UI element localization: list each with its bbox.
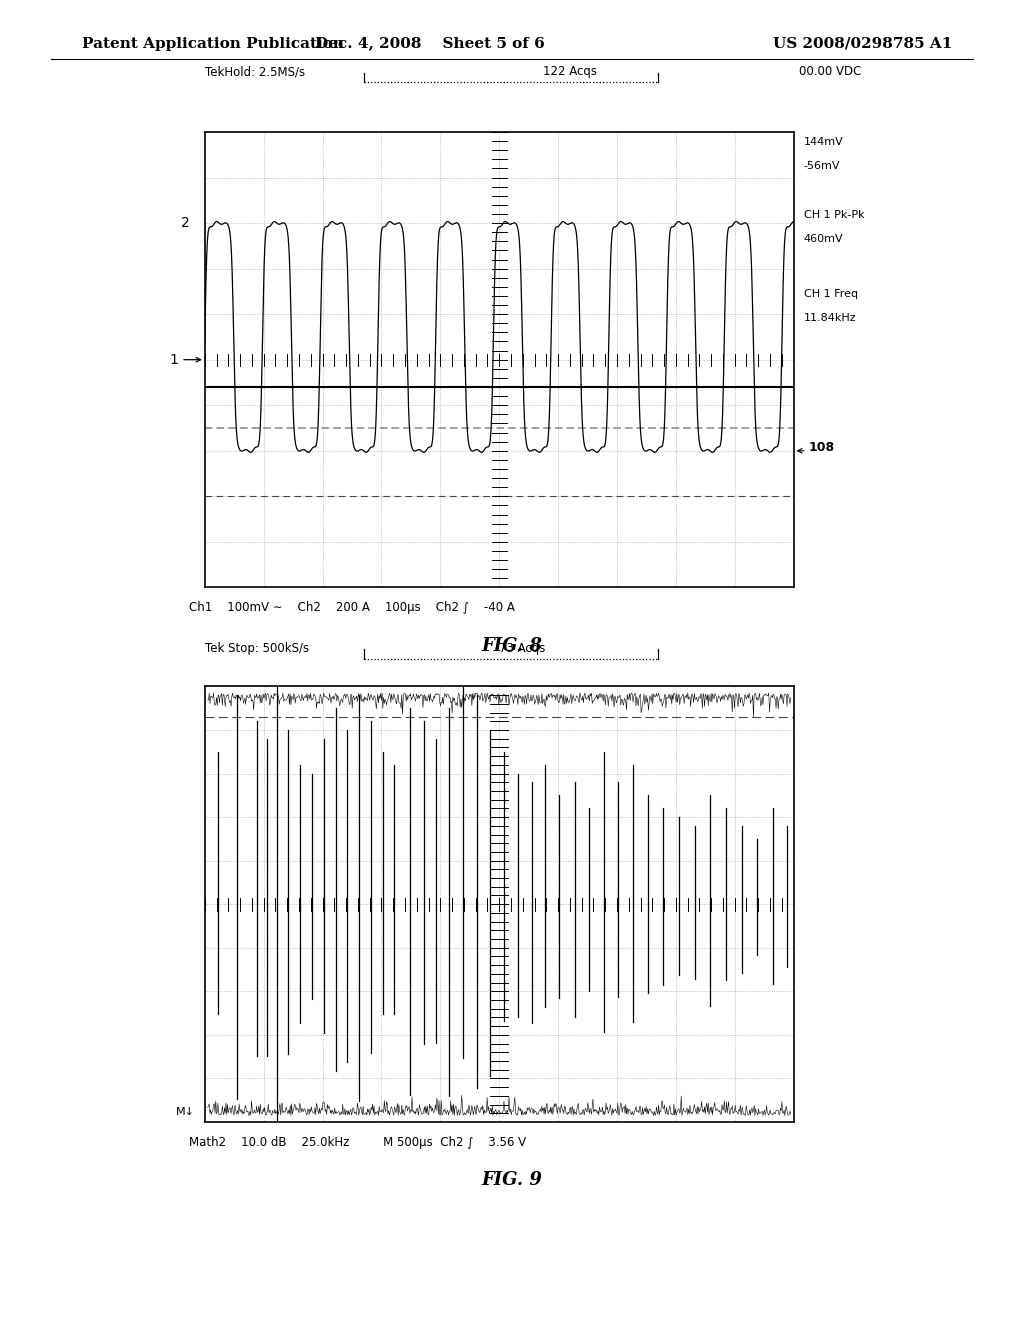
Text: 73 Acqs: 73 Acqs <box>500 642 546 655</box>
Text: 1: 1 <box>169 352 201 367</box>
Text: 144mV: 144mV <box>804 137 844 148</box>
Text: M↓: M↓ <box>176 1107 196 1118</box>
Text: Dec. 4, 2008    Sheet 5 of 6: Dec. 4, 2008 Sheet 5 of 6 <box>315 37 545 50</box>
Text: CH 1 Freq: CH 1 Freq <box>804 289 858 300</box>
Text: Ch1    100mV ∼    Ch2    200 A    100μs    Ch2 ∫    -40 A: Ch1 100mV ∼ Ch2 200 A 100μs Ch2 ∫ -40 A <box>189 601 515 614</box>
Text: US 2008/0298785 A1: US 2008/0298785 A1 <box>773 37 952 50</box>
Text: 122 Acqs: 122 Acqs <box>543 65 597 78</box>
Text: TekHold: 2.5MS/s: TekHold: 2.5MS/s <box>205 65 305 78</box>
Text: FIG. 9: FIG. 9 <box>481 1171 543 1189</box>
Text: 2: 2 <box>181 216 190 230</box>
Text: 00.00 VDC: 00.00 VDC <box>799 65 861 78</box>
Text: 108: 108 <box>809 441 836 454</box>
Text: -56mV: -56mV <box>804 161 841 172</box>
Text: Patent Application Publication: Patent Application Publication <box>82 37 344 50</box>
Text: Math2    10.0 dB    25.0kHz         M 500μs  Ch2 ∫    3.56 V: Math2 10.0 dB 25.0kHz M 500μs Ch2 ∫ 3.56… <box>189 1135 526 1148</box>
Text: CH 1 Pk-Pk: CH 1 Pk-Pk <box>804 210 864 220</box>
Text: Tek Stop: 500kS/s: Tek Stop: 500kS/s <box>205 642 309 655</box>
Text: 460mV: 460mV <box>804 234 844 244</box>
Text: 11.84kHz: 11.84kHz <box>804 313 856 323</box>
Text: FIG. 8: FIG. 8 <box>481 636 543 655</box>
